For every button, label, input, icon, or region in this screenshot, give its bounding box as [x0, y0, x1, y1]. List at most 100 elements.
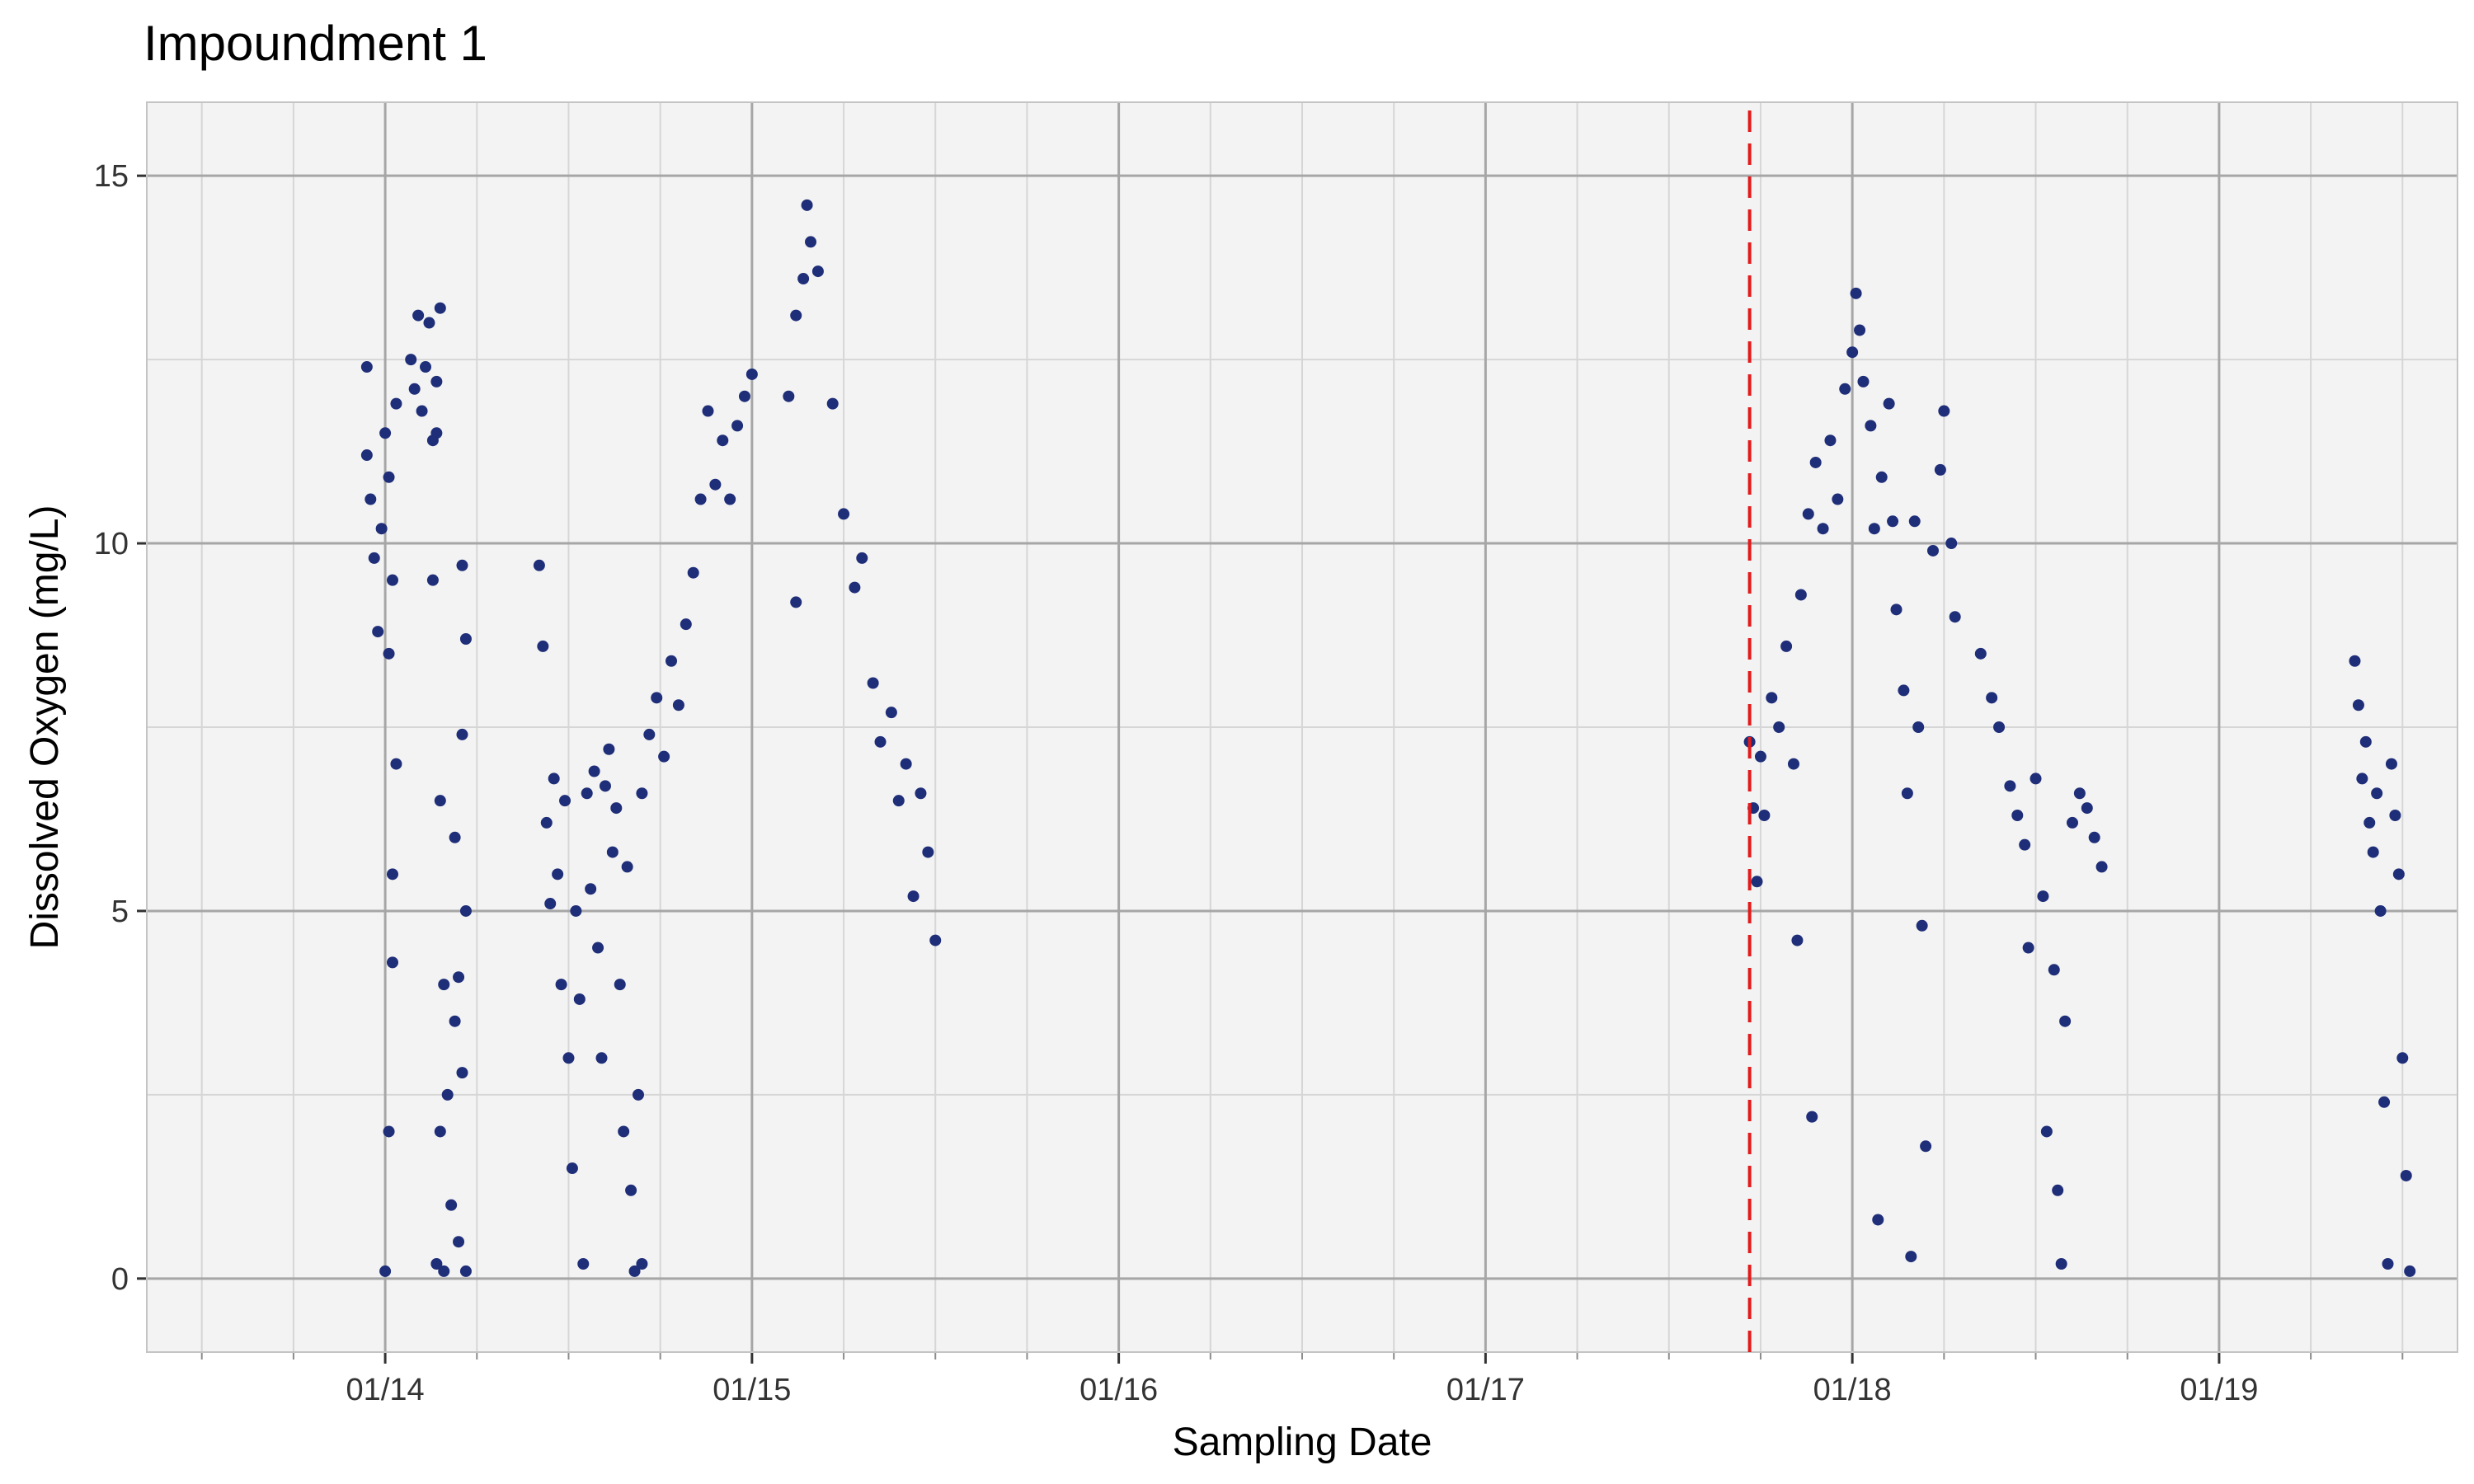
data-point — [900, 758, 912, 770]
data-point — [430, 427, 443, 439]
data-point — [801, 199, 813, 211]
data-point — [1905, 1251, 1917, 1263]
data-point — [2359, 735, 2372, 748]
data-point — [426, 574, 439, 586]
x-tick-label: 01/17 — [1446, 1373, 1525, 1407]
data-point — [552, 868, 564, 881]
data-point — [1916, 919, 1928, 932]
data-point — [2022, 942, 2034, 954]
data-point — [1898, 684, 1910, 697]
data-point — [548, 773, 560, 785]
data-point — [603, 743, 615, 755]
data-point — [610, 802, 623, 815]
data-point — [625, 1184, 637, 1196]
data-point — [2378, 1096, 2391, 1108]
data-point — [449, 831, 461, 843]
y-tick-label: 15 — [94, 159, 129, 194]
data-point — [1875, 471, 1888, 483]
data-point — [1920, 1140, 1932, 1153]
data-point — [2396, 1052, 2409, 1064]
data-point — [1802, 508, 1814, 520]
data-points — [360, 199, 2416, 1277]
data-point — [2011, 810, 2024, 822]
data-point — [2371, 787, 2383, 800]
data-point — [1780, 640, 1793, 652]
data-point — [2095, 861, 2108, 873]
data-point — [434, 1125, 446, 1138]
plot-panel-border — [146, 101, 2458, 1353]
data-point — [1806, 1111, 1818, 1123]
data-point — [811, 265, 824, 278]
data-point — [430, 1257, 443, 1270]
data-point — [1817, 523, 1829, 535]
data-point — [375, 523, 388, 535]
data-point — [383, 471, 395, 483]
data-point — [643, 728, 656, 740]
data-point — [566, 1162, 578, 1175]
data-point — [614, 979, 626, 991]
data-point — [1773, 721, 1785, 733]
data-point — [1751, 876, 1763, 888]
data-point — [2048, 964, 2060, 976]
data-point — [1872, 1214, 1884, 1226]
data-point — [2382, 1257, 2394, 1270]
data-point — [2030, 773, 2042, 785]
data-point — [570, 904, 582, 917]
data-point — [577, 1257, 590, 1270]
y-axis-ticks: 0 5 10 15 — [94, 159, 129, 1297]
data-point — [562, 1052, 575, 1064]
data-point — [867, 677, 879, 689]
data-point — [731, 420, 744, 432]
data-point — [555, 979, 567, 991]
data-point — [606, 846, 618, 858]
y-tick-label: 0 — [111, 1262, 129, 1297]
data-point — [1974, 647, 1987, 660]
data-point — [449, 1015, 461, 1027]
data-point — [874, 735, 887, 748]
data-point — [636, 1257, 648, 1270]
data-point — [1868, 523, 1880, 535]
data-point — [456, 1067, 468, 1079]
data-point — [390, 758, 402, 770]
minor-grid — [147, 102, 2458, 1360]
data-point — [2055, 1257, 2067, 1270]
data-point — [585, 883, 597, 895]
x-tick-label: 01/18 — [1813, 1373, 1892, 1407]
data-point — [412, 309, 425, 322]
data-point — [2374, 904, 2387, 917]
data-point — [365, 493, 377, 505]
data-point — [1794, 589, 1807, 601]
data-point — [1850, 287, 1862, 299]
y-tick-label: 10 — [94, 527, 129, 561]
data-point — [1857, 375, 1870, 387]
data-point — [724, 493, 736, 505]
data-point — [459, 632, 472, 645]
data-point — [2052, 1184, 2064, 1196]
data-point — [438, 979, 450, 991]
data-point — [459, 904, 472, 917]
data-point — [2404, 1265, 2416, 1277]
data-point — [386, 574, 398, 586]
y-tick-label: 5 — [111, 895, 129, 929]
data-point — [2349, 655, 2361, 667]
data-point — [1766, 692, 1778, 704]
x-axis-title: Sampling Date — [1173, 1421, 1432, 1464]
data-point — [2081, 802, 2093, 815]
data-point — [456, 559, 468, 571]
data-point — [2004, 780, 2016, 792]
chart-title: Impoundment 1 — [143, 16, 487, 71]
data-point — [2363, 816, 2376, 829]
data-point — [438, 1265, 450, 1277]
data-point — [386, 868, 398, 881]
data-point — [666, 655, 678, 667]
data-point — [459, 1265, 472, 1277]
data-point — [372, 626, 384, 638]
data-point — [922, 846, 934, 858]
data-point — [453, 1236, 465, 1248]
data-point — [2019, 838, 2031, 851]
data-point — [2040, 1125, 2053, 1138]
data-point — [1854, 324, 1866, 336]
data-point — [885, 707, 897, 719]
data-point — [797, 273, 810, 285]
